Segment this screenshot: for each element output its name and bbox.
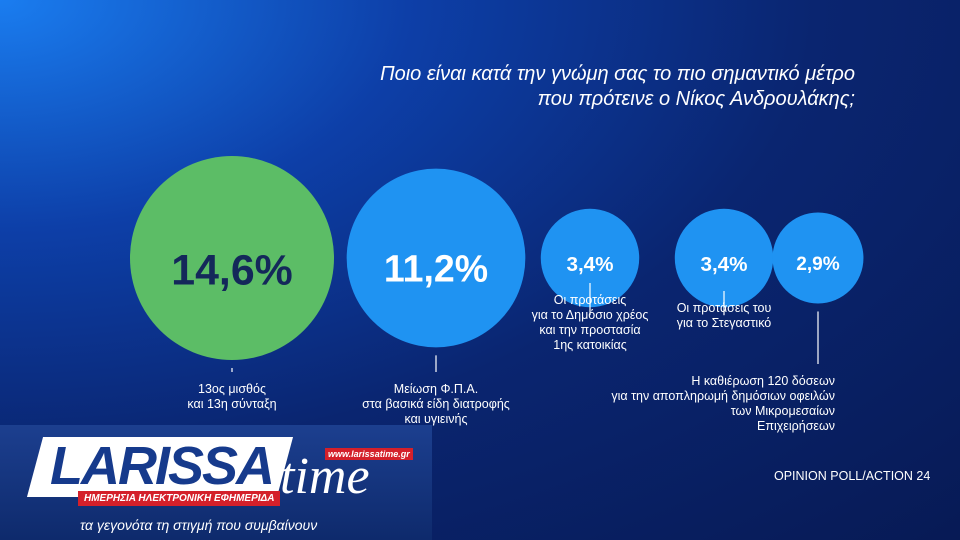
bubble: [540, 208, 640, 308]
value-label: 2,9%: [796, 254, 840, 275]
category-label: Οι προτάσεις του για το Στεγαστικό: [676, 301, 772, 330]
bubble: [130, 156, 334, 360]
chart-title: Ποιο είναι κατά την γνώμη σας το πιο σημ…: [380, 63, 855, 110]
bubble: [772, 212, 864, 304]
bubble: [674, 208, 774, 308]
logo-tagline: τα γεγονότα τη στιγμή που συμβαίνουν: [80, 517, 318, 533]
source: OPINION POLL/ACTION 24: [774, 469, 931, 483]
category-label: Μείωση Φ.Π.Α. στα βασικά είδη διατροφής …: [362, 382, 510, 426]
logo: LARISSA time www.larissatime.gr ΗΜΕΡΗΣΙΑ…: [0, 425, 432, 540]
bubble: [346, 168, 526, 348]
value-label: 3,4%: [700, 253, 747, 276]
value-label: 14,6%: [171, 247, 292, 295]
logo-url: www.larissatime.gr: [325, 448, 413, 460]
logo-subtitle: ΗΜΕΡΗΣΙΑ ΗΛΕΚΤΡΟΝΙΚΗ ΕΦΗΜΕΡΙΔΑ: [78, 491, 281, 506]
category-label: Οι προτάσεις για το Δημόσιο χρέος και τη…: [531, 293, 649, 352]
category-label: 13ος μισθός και 13η σύνταξη: [187, 382, 277, 411]
category-label: Η καθιέρωση 120 δόσεων για την αποπληρωμ…: [611, 374, 835, 433]
logo-name: LARISSA: [50, 436, 275, 496]
value-label: 11,2%: [384, 247, 488, 289]
value-label: 3,4%: [566, 253, 613, 276]
